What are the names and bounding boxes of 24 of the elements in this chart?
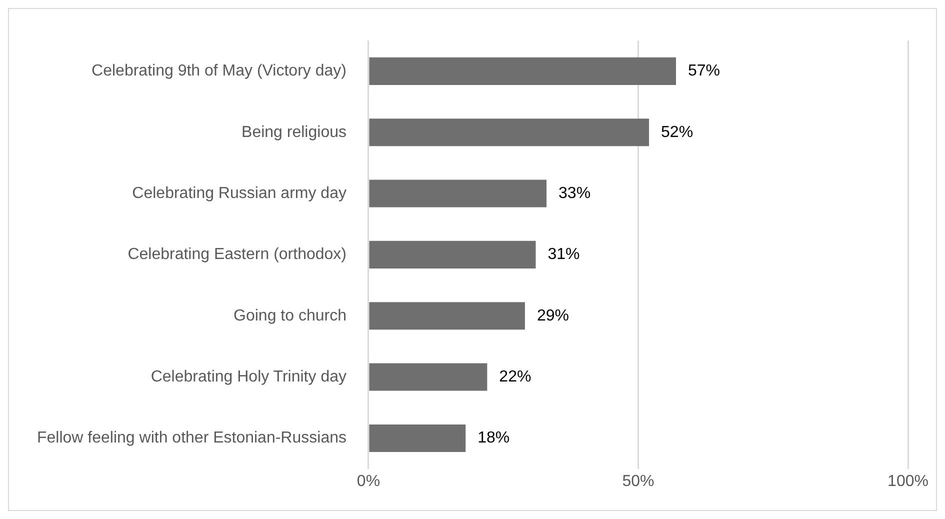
- bar: [369, 118, 650, 146]
- bar: [369, 363, 488, 391]
- x-tick-label: 0%: [356, 472, 380, 490]
- y-tick-label: Going to church: [234, 307, 346, 324]
- bar: [369, 424, 466, 452]
- y-tick-label: Being religious: [242, 124, 346, 141]
- data-label: 29%: [536, 307, 569, 324]
- y-tick-label: Celebrating Holy Trinity day: [150, 368, 346, 386]
- x-tick-label: 50%: [622, 472, 654, 490]
- data-label: 33%: [558, 184, 591, 202]
- data-label: 52%: [661, 124, 694, 141]
- data-label: 22%: [499, 368, 532, 386]
- x-tick-label: 100%: [888, 472, 928, 490]
- bar: [369, 240, 536, 268]
- bar: [369, 302, 525, 330]
- y-tick-label: Celebrating Eastern (orthodox): [128, 246, 346, 264]
- bar: [369, 57, 676, 85]
- y-tick-label: Fellow feeling with other Estonian-Russians: [37, 430, 346, 447]
- data-label: 31%: [548, 246, 580, 264]
- data-label: 18%: [478, 430, 510, 447]
- data-label: 57%: [688, 62, 720, 80]
- y-tick-label: Celebrating Russian army day: [132, 184, 346, 202]
- bar: [369, 180, 547, 208]
- y-tick-label: Celebrating 9th of May (Victory day): [92, 62, 346, 80]
